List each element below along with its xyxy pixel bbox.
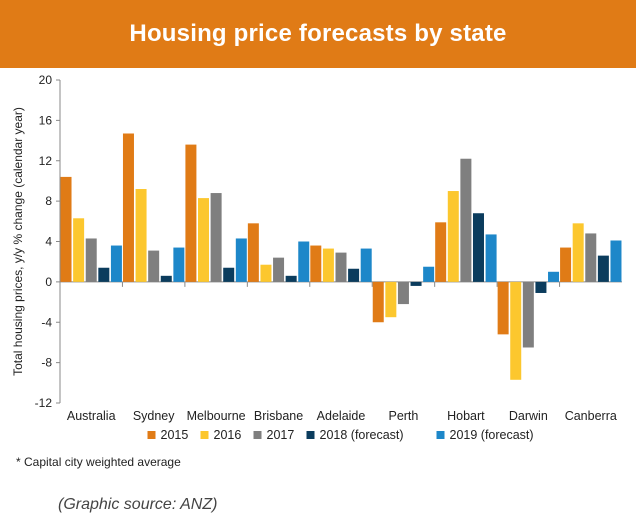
bar-canberra-2015 — [560, 247, 572, 282]
graphic-source: (Graphic source: ANZ) — [58, 496, 218, 513]
bar-sydney-2019 — [173, 247, 185, 282]
x-category-label: Sydney — [133, 409, 175, 423]
x-category-label: Hobart — [447, 409, 485, 423]
title-banner: Housing price forecasts by state — [0, 0, 636, 68]
y-tick-label: 12 — [39, 154, 53, 168]
bar-hobart-2016 — [447, 191, 459, 282]
legend-label: 2019 (forecast) — [450, 428, 534, 442]
bar-melbourne-2018 — [223, 267, 235, 282]
bar-hobart-2015 — [435, 222, 447, 282]
footnote: * Capital city weighted average — [16, 455, 181, 469]
bar-australia-2017 — [85, 238, 97, 282]
bar-perth-2018 — [410, 281, 422, 286]
bar-canberra-2019 — [610, 240, 622, 282]
chart-title: Housing price forecasts by state — [129, 20, 507, 47]
bar-perth-2019 — [423, 266, 435, 282]
bar-melbourne-2015 — [185, 144, 197, 282]
bar-hobart-2018 — [472, 213, 484, 282]
x-category-label: Brisbane — [254, 409, 303, 423]
y-axis-title: Total housing prices, y/y % change (cale… — [11, 107, 25, 376]
bar-australia-2016 — [73, 218, 85, 282]
x-category-label: Australia — [67, 409, 116, 423]
legend-label: 2018 (forecast) — [320, 428, 404, 442]
bar-darwin-2019 — [548, 271, 560, 282]
legend-swatch — [436, 431, 445, 439]
legend-label: 2017 — [267, 428, 295, 442]
bar-darwin-2017 — [522, 281, 534, 348]
x-category-label: Perth — [388, 409, 418, 423]
bar-melbourne-2016 — [198, 198, 210, 282]
bar-canberra-2018 — [597, 255, 609, 282]
y-tick-label: 8 — [45, 194, 52, 208]
y-tick-label: 4 — [45, 235, 52, 249]
bar-brisbane-2016 — [260, 264, 272, 282]
y-tick-label: -8 — [41, 356, 52, 370]
y-tick-label: -4 — [41, 315, 52, 329]
bar-darwin-2018 — [535, 281, 547, 293]
y-tick-label: 0 — [45, 275, 52, 289]
bar-melbourne-2017 — [210, 193, 222, 282]
bar-brisbane-2015 — [247, 223, 259, 282]
bar-australia-2018 — [98, 267, 110, 282]
bar-perth-2016 — [385, 281, 397, 318]
bar-adelaide-2015 — [310, 245, 322, 282]
legend-swatch — [306, 431, 315, 439]
y-tick-label: -12 — [35, 396, 53, 410]
bar-australia-2015 — [60, 176, 72, 282]
y-tick-label: 16 — [39, 113, 53, 127]
bar-canberra-2017 — [585, 233, 597, 282]
bar-adelaide-2017 — [335, 252, 347, 282]
bar-adelaide-2016 — [322, 248, 334, 282]
bar-hobart-2017 — [460, 158, 472, 282]
bar-australia-2019 — [110, 245, 122, 282]
bar-adelaide-2018 — [348, 268, 360, 282]
x-category-label: Adelaide — [317, 409, 366, 423]
bar-darwin-2016 — [510, 281, 522, 380]
bar-sydney-2017 — [148, 250, 160, 282]
bar-brisbane-2019 — [298, 241, 310, 282]
bar-adelaide-2019 — [360, 248, 372, 282]
bar-sydney-2016 — [135, 189, 147, 282]
x-category-label: Canberra — [565, 409, 617, 423]
legend-label: 2015 — [161, 428, 189, 442]
bar-brisbane-2017 — [273, 257, 285, 282]
x-category-label: Melbourne — [187, 409, 246, 423]
legend-swatch — [200, 431, 209, 439]
bar-melbourne-2019 — [235, 238, 247, 282]
x-category-label: Darwin — [509, 409, 548, 423]
bar-perth-2017 — [397, 281, 409, 305]
legend-label: 2016 — [214, 428, 242, 442]
legend-swatch — [253, 431, 262, 439]
bar-brisbane-2018 — [285, 275, 297, 282]
bar-sydney-2015 — [122, 133, 134, 282]
y-tick-label: 20 — [39, 73, 53, 87]
bar-hobart-2019 — [485, 234, 497, 282]
legend-swatch — [147, 431, 156, 439]
bar-darwin-2015 — [497, 281, 509, 335]
bar-canberra-2016 — [572, 223, 584, 282]
bar-sydney-2018 — [160, 275, 172, 282]
bar-perth-2015 — [372, 281, 384, 323]
